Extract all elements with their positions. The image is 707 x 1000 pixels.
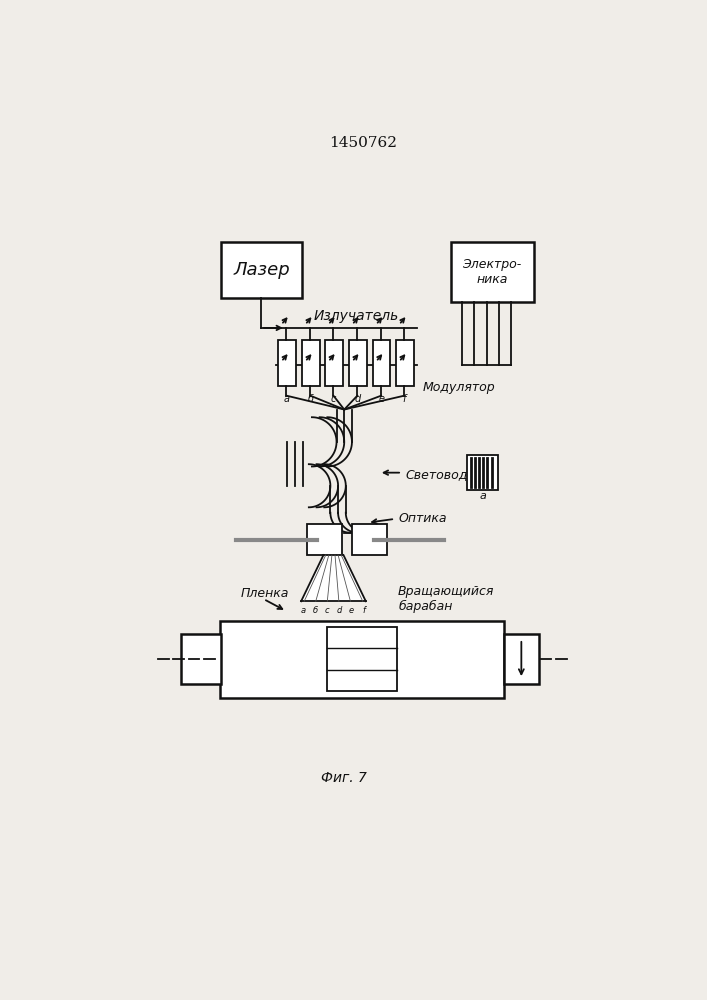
Text: c: c	[331, 394, 336, 404]
Bar	[325, 340, 343, 386]
Text: c: c	[325, 606, 329, 615]
Text: f: f	[362, 606, 365, 615]
Text: Излучатель: Излучатель	[313, 309, 399, 323]
Text: Пленка: Пленка	[240, 587, 288, 600]
Bar	[278, 340, 296, 386]
Bar	[302, 340, 320, 386]
Text: d: d	[336, 606, 341, 615]
Text: a: a	[479, 491, 486, 501]
Text: f: f	[402, 394, 406, 404]
Text: Модулятор: Модулятор	[423, 381, 496, 394]
Text: Вращающийся
барабан: Вращающийся барабан	[398, 585, 494, 613]
Text: Электро-
ника: Электро- ника	[462, 258, 522, 286]
Bar	[221, 242, 302, 298]
Text: d: d	[354, 394, 361, 404]
Text: б: б	[308, 394, 313, 404]
Text: Фиг. 7: Фиг. 7	[321, 771, 367, 785]
Bar	[219, 620, 504, 698]
Text: е: е	[349, 606, 354, 615]
Text: a: a	[284, 394, 289, 404]
Text: Оптика: Оптика	[398, 512, 447, 525]
Text: Лазер: Лазер	[233, 261, 290, 279]
Text: е: е	[378, 394, 384, 404]
Bar	[373, 340, 390, 386]
Polygon shape	[301, 555, 366, 601]
Bar	[327, 627, 397, 691]
Text: Световод: Световод	[406, 468, 468, 481]
Bar	[352, 524, 387, 555]
Bar	[450, 242, 534, 302]
Bar	[181, 634, 221, 684]
Bar	[467, 455, 498, 490]
Bar	[308, 524, 342, 555]
Bar	[349, 340, 366, 386]
Bar	[504, 634, 539, 684]
Text: б: б	[312, 606, 317, 615]
Text: а: а	[301, 606, 306, 615]
Bar	[396, 340, 414, 386]
Text: 1450762: 1450762	[329, 136, 397, 150]
